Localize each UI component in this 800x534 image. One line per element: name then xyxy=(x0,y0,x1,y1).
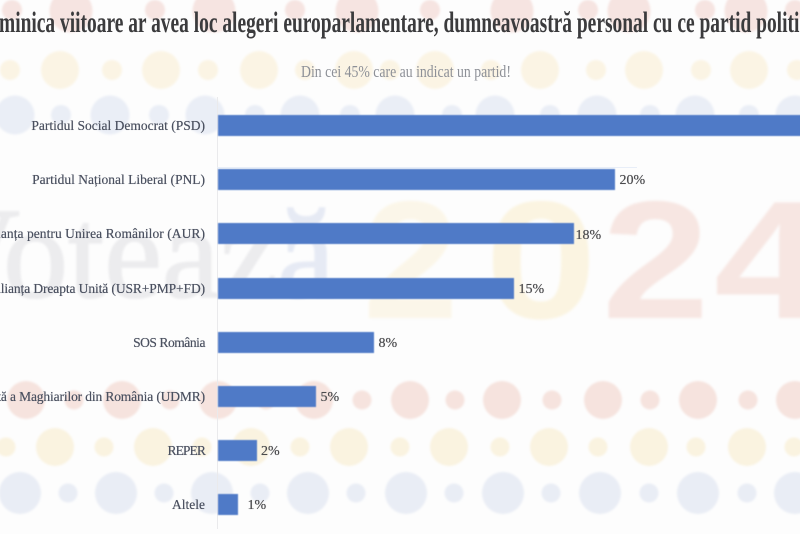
svg-text:Votează: Votează xyxy=(0,182,335,326)
svg-text:2: 2 xyxy=(602,167,709,354)
svg-text:2: 2 xyxy=(363,166,458,354)
svg-text:4: 4 xyxy=(714,166,800,353)
svg-text:0: 0 xyxy=(485,167,597,354)
